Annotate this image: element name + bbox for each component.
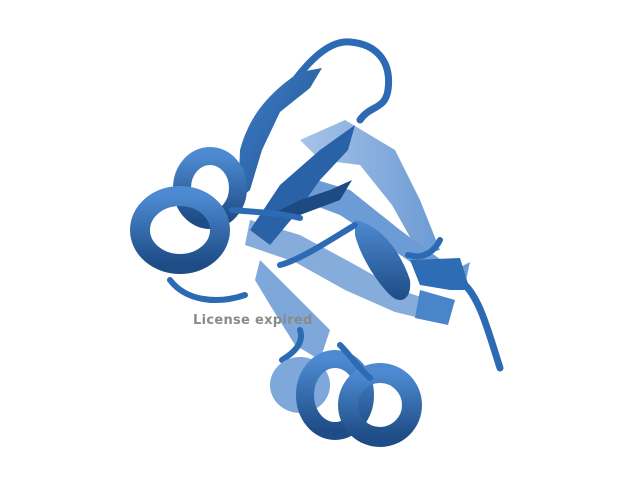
helix-middle: [277, 220, 443, 300]
helix-left: [130, 147, 303, 303]
loop-top: [291, 38, 393, 124]
license-watermark: License expired: [193, 313, 313, 328]
tail-right: [461, 281, 504, 372]
helix-bottom: [270, 327, 422, 447]
